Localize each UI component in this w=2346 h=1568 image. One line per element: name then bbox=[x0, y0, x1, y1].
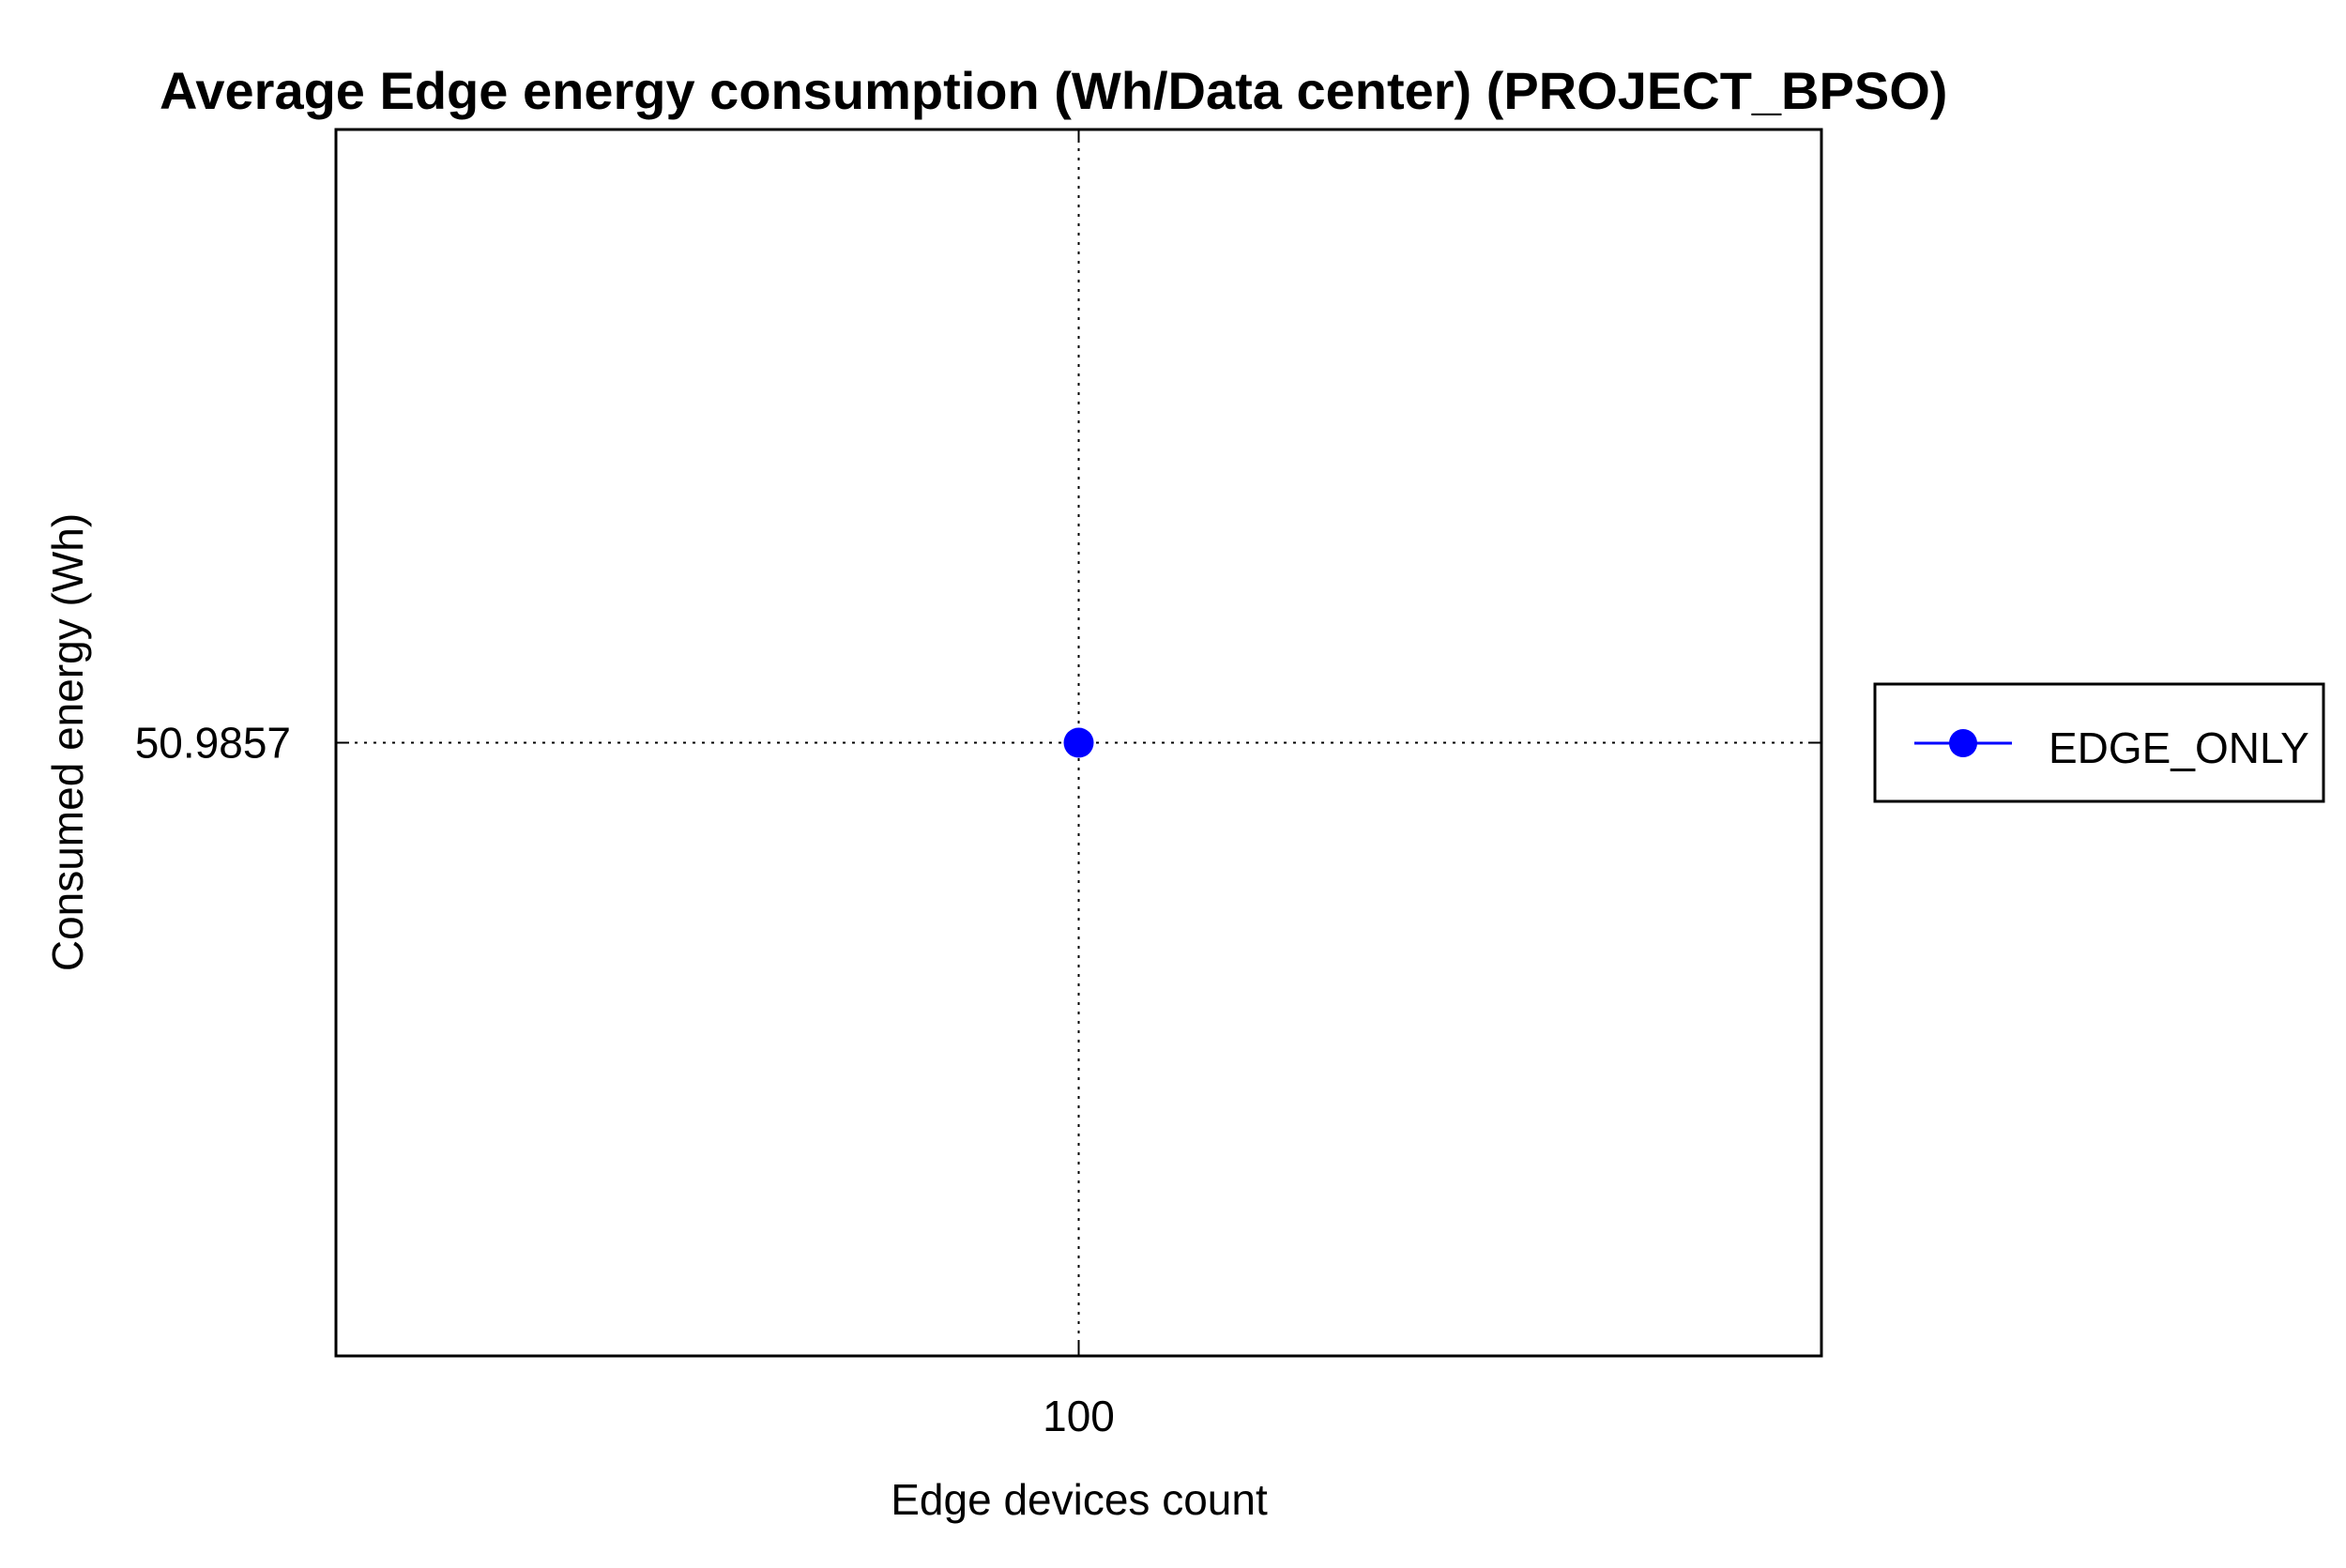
axis-ticks: 100 50.9857 bbox=[135, 129, 1821, 1440]
y-axis-label: Consumed energy (Wh) bbox=[43, 513, 92, 971]
y-tick-label: 50.9857 bbox=[135, 719, 291, 768]
legend-label-edge-only: EDGE_ONLY bbox=[2049, 723, 2309, 772]
x-tick-label: 100 bbox=[1043, 1392, 1115, 1440]
data-point bbox=[1063, 727, 1094, 758]
legend-marker bbox=[1949, 729, 1977, 757]
chart-title: Average Edge energy consumption (Wh/Data… bbox=[160, 61, 1947, 120]
legend: EDGE_ONLY bbox=[1873, 682, 2325, 803]
series-layer bbox=[1063, 727, 1094, 758]
x-axis-label: Edge devices count bbox=[891, 1475, 1268, 1524]
